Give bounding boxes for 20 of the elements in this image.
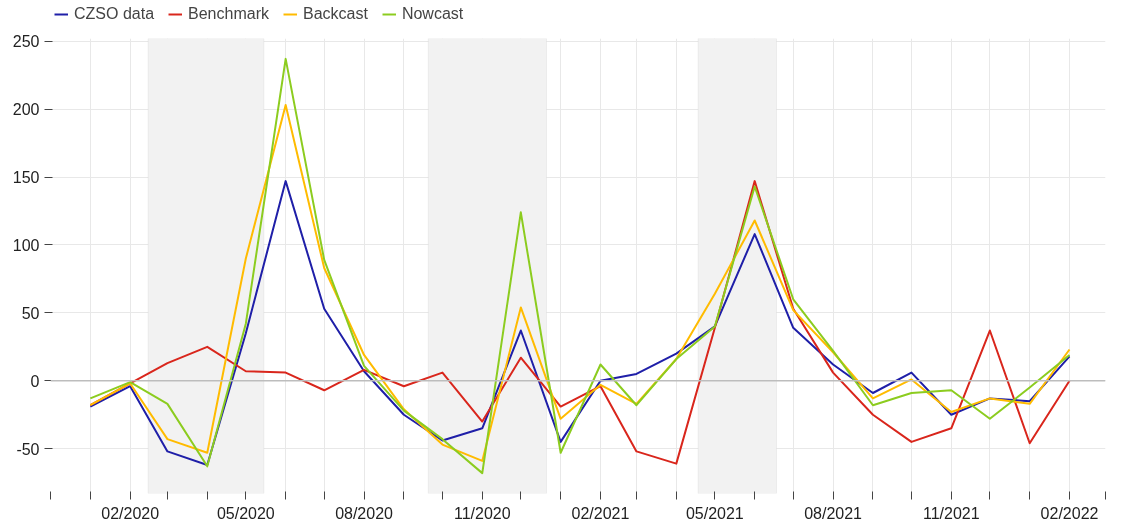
y-tick-label: 0 <box>30 372 40 390</box>
legend-label: Backcast <box>302 5 368 23</box>
y-tick-label: 150 <box>12 169 40 187</box>
x-tick-label: 02/2022 <box>1040 504 1099 522</box>
y-tick-label: -50 <box>16 440 40 458</box>
y-tick-label: 50 <box>21 304 40 322</box>
legend-label: CZSO data <box>74 5 155 23</box>
x-tick-label: 05/2021 <box>685 504 744 522</box>
x-tick-label: 08/2020 <box>335 504 394 522</box>
x-tick-label: 02/2021 <box>571 504 630 522</box>
y-tick-label: 200 <box>12 101 40 119</box>
x-tick-label: 11/2020 <box>453 504 511 522</box>
y-tick-label: 100 <box>12 236 40 254</box>
x-tick-label: 11/2021 <box>922 504 980 522</box>
legend-label: Benchmark <box>188 5 269 23</box>
x-tick-label: 05/2020 <box>216 504 275 522</box>
y-tick-label: 250 <box>12 33 40 51</box>
x-tick-label: 02/2020 <box>101 504 160 522</box>
x-tick-label: 08/2021 <box>804 504 863 522</box>
legend-label: Nowcast <box>401 5 464 23</box>
